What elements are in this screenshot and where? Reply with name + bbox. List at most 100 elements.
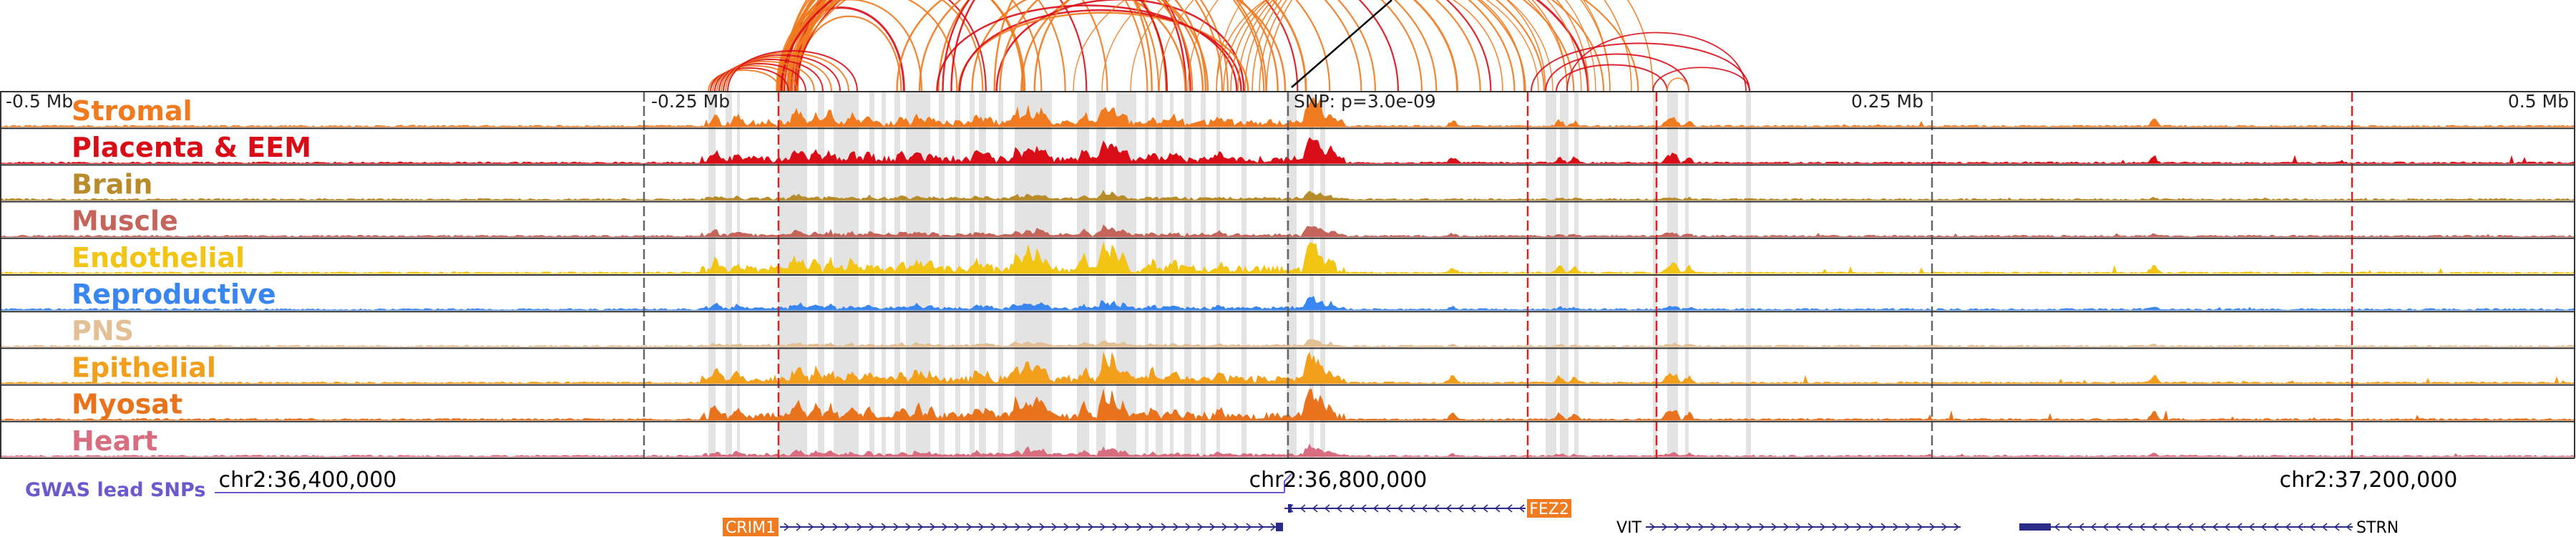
strand-arrow <box>2163 523 2170 531</box>
strand-arrow <box>1649 523 1656 531</box>
coordinate-label: chr2:36,800,000 <box>1249 468 1428 493</box>
loop-arc <box>1237 0 1568 92</box>
track-label-pns: PNS <box>72 315 134 347</box>
strand-arrow <box>1795 523 1802 531</box>
loop-arc <box>1187 0 1596 92</box>
loop-arc <box>1556 64 1668 92</box>
strand-arrow <box>2054 523 2060 531</box>
strand-arrow <box>1312 504 1318 513</box>
gene-exon <box>2019 523 2051 531</box>
tracks-frame <box>0 91 2575 459</box>
strand-arrow <box>1433 504 1440 513</box>
track-label-epithelial: Epithelial <box>72 352 216 383</box>
strand-arrow <box>1221 523 1228 531</box>
loop-arc <box>942 0 1169 92</box>
strand-arrow <box>1929 523 1936 531</box>
strand-arrow <box>2127 523 2133 531</box>
strand-arrow <box>1197 523 1204 531</box>
strand-arrow <box>1820 523 1826 531</box>
loop-arc <box>1667 77 1689 92</box>
loop-arc <box>789 0 1377 92</box>
loop-arc <box>712 65 798 92</box>
axis-tick-label: -0.5 Mb <box>6 91 73 112</box>
strand-arrow <box>2346 523 2352 531</box>
strand-arrow <box>2285 523 2291 531</box>
strand-arrow <box>1161 523 1167 531</box>
loop-arc <box>710 67 789 92</box>
loop-arc <box>786 0 1168 92</box>
gene-exon <box>1276 523 1283 531</box>
strand-arrow <box>1324 504 1330 513</box>
track-label-endothelial: Endothelial <box>72 242 245 274</box>
loop-arc <box>958 9 1242 92</box>
strand-arrow <box>930 523 936 531</box>
strand-arrow <box>808 523 814 531</box>
gene-label-vit: VIT <box>1616 519 1642 537</box>
strand-arrow <box>1348 504 1355 513</box>
strand-arrow <box>1015 523 1021 531</box>
strand-arrow <box>1209 523 1216 531</box>
strand-arrow <box>1385 504 1391 513</box>
strand-arrow <box>1494 504 1501 513</box>
strand-arrow <box>1088 523 1094 531</box>
strand-arrow <box>1735 523 1741 531</box>
track-label-reproductive: Reproductive <box>72 279 276 310</box>
strand-arrow <box>1856 523 1863 531</box>
strand-arrow <box>2333 523 2340 531</box>
strand-arrow <box>1246 523 1252 531</box>
strand-arrow <box>1458 504 1464 513</box>
loop-arc <box>788 0 1605 92</box>
strand-arrow <box>784 523 790 531</box>
strand-arrow <box>1470 504 1476 513</box>
strand-arrow <box>1299 504 1306 513</box>
gene-label-crim1: CRIM1 <box>726 519 776 537</box>
strand-arrow <box>893 523 899 531</box>
strand-arrow <box>1173 523 1179 531</box>
strand-arrow <box>1100 523 1106 531</box>
strand-arrow <box>1051 523 1058 531</box>
loop-arc <box>787 0 1545 92</box>
strand-arrow <box>1868 523 1875 531</box>
strand-arrow <box>2200 523 2206 531</box>
loop-arc <box>995 0 1245 92</box>
track-label-placenta-eem: Placenta & EEM <box>72 132 311 163</box>
loop-arc <box>1531 42 1750 92</box>
strand-arrow <box>2066 523 2072 531</box>
strand-arrow <box>2212 523 2218 531</box>
strand-arrow <box>2139 523 2145 531</box>
strand-arrow <box>1506 504 1513 513</box>
strand-arrow <box>917 523 924 531</box>
strand-arrow <box>1075 523 1082 531</box>
strand-arrow <box>881 523 887 531</box>
loop-arc <box>971 0 1186 92</box>
strand-arrow <box>2114 523 2121 531</box>
strand-arrow <box>2151 523 2157 531</box>
strand-arrow <box>1360 504 1367 513</box>
loop-arc <box>780 0 1307 92</box>
loop-arc <box>1566 32 1747 92</box>
loop-arc <box>999 0 1279 92</box>
track-label-muscle: Muscle <box>72 205 178 237</box>
strand-arrow <box>2090 523 2097 531</box>
signal-track-muscle <box>0 224 2575 238</box>
strand-arrow <box>1893 523 1899 531</box>
loop-arc <box>1652 67 1750 92</box>
loop-arc <box>1033 0 1194 92</box>
loop-arc <box>723 54 841 92</box>
strand-arrow <box>2102 523 2109 531</box>
strand-arrow <box>1397 504 1403 513</box>
strand-arrow <box>1112 523 1118 531</box>
signal-area <box>0 224 2575 238</box>
loop-arc <box>918 0 1204 92</box>
loop-arc <box>779 0 1575 92</box>
strand-arrow <box>1747 523 1753 531</box>
strand-arrow <box>2187 523 2194 531</box>
strand-arrow <box>2260 523 2267 531</box>
signal-track-epithelial <box>0 352 2575 384</box>
loop-arc <box>1230 0 1546 92</box>
loop-arc <box>1216 0 1503 92</box>
coordinate-label: chr2:37,200,000 <box>2280 468 2458 493</box>
gwas-lead-snps-label: GWAS lead SNPs <box>25 479 205 501</box>
loop-arc <box>937 0 1207 92</box>
loop-arc <box>716 61 815 92</box>
